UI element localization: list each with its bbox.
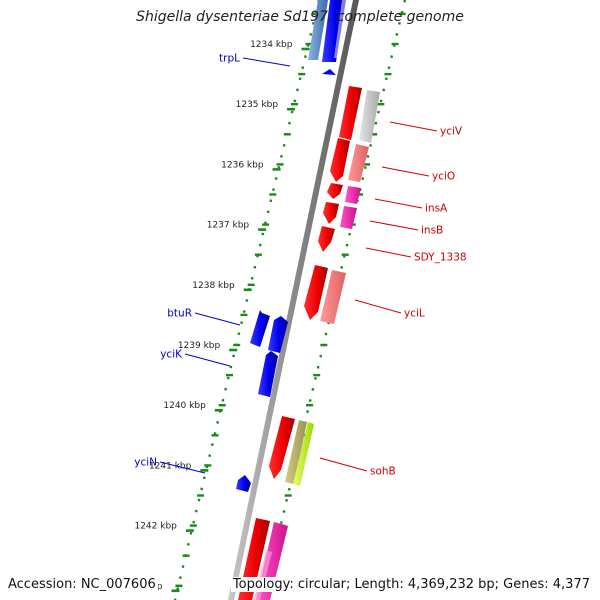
inner-tick-ring <box>173 0 321 600</box>
reverse-strand-genes <box>236 69 336 492</box>
gene-leader-line <box>374 198 423 209</box>
gene-block-btuR-a <box>250 310 270 347</box>
gene-block-trpL <box>322 69 336 75</box>
gene-leader-line <box>242 57 291 67</box>
gene-block-sohB <box>285 420 307 484</box>
gene-block-yciL-red <box>304 265 328 320</box>
gene-block-yciV-red <box>339 86 362 140</box>
gene-block-yciN <box>236 475 251 492</box>
gene-leader-line <box>369 220 419 231</box>
gene-label-ycil[interactable]: yciL <box>404 308 425 320</box>
gene-leader-line <box>159 461 206 474</box>
tick-label: 1240 kbp <box>163 401 206 411</box>
gene-label-btur[interactable]: btuR <box>167 308 192 320</box>
gene-block-insB <box>340 206 357 229</box>
accession-label: Accession: NC_007606 <box>6 577 158 592</box>
gene-leader-line <box>194 312 241 326</box>
gene-label-ycio[interactable]: yciO <box>432 171 455 183</box>
genome-backbone <box>228 0 359 600</box>
gene-leader-line <box>389 121 438 132</box>
gene-block-sohB-lime <box>293 422 314 486</box>
gene-label-yciv[interactable]: yciV <box>440 126 463 138</box>
forward-strand-genes <box>238 0 380 600</box>
genome-title: Shigella dysenteriae Sd197, complete gen… <box>136 9 464 25</box>
gene-label-trpl[interactable]: trpL <box>219 53 240 65</box>
gene-block-btuR <box>268 316 288 353</box>
gene-block-yciK <box>258 351 278 397</box>
tick-label: 1237 kbp <box>207 221 250 231</box>
gene-label-sdy_1338[interactable]: SDY_1338 <box>414 252 467 264</box>
gene-leader-line <box>381 166 430 177</box>
gene-block-yciV <box>359 90 380 143</box>
gene-label-ycik[interactable]: yciK <box>160 349 183 361</box>
gene-label-insb[interactable]: insB <box>421 225 443 237</box>
tick-label: 1239 kbp <box>178 341 221 351</box>
gene-block-yciO-red <box>330 138 350 182</box>
tick-label: 1236 kbp <box>221 160 264 170</box>
gene-block-yciO <box>348 144 369 182</box>
gene-label-ycin[interactable]: yciN <box>134 457 157 469</box>
tick-label: 1241 kbp <box>149 461 192 471</box>
gene-block-SDY_1338 <box>318 226 335 252</box>
gene-block-insA-red <box>327 183 343 199</box>
gene-leader-line <box>365 247 412 258</box>
coordinate-ticks: 1234 kbp 1235 kbp 1236 kbp 1237 kbp 1238 kbp… <box>120 40 310 593</box>
tick-label: 1242 kbp <box>134 522 177 532</box>
gene-block-sohB-red <box>269 416 295 479</box>
gene-label-sohb[interactable]: sohB <box>370 466 396 478</box>
gene-block-insB-red <box>323 202 339 224</box>
gene-block-yciL <box>320 270 346 324</box>
gene-labels: yciV yciO insA insB SDY_1338 yciL sohB trpL btuR… <box>134 53 466 478</box>
gene-label-insa[interactable]: insA <box>425 203 448 215</box>
tick-label: 1238 kbp <box>192 281 235 291</box>
gene-block-top-steel <box>308 0 328 60</box>
tick-label: 1235 kbp <box>236 100 279 110</box>
topology-label: Topology: circular; Length: 4,369,232 bp… <box>230 577 592 592</box>
gene-leader-line <box>319 457 368 472</box>
gene-leader-line <box>354 299 402 314</box>
gene-block-insA <box>345 186 361 204</box>
tick-label: 1234 kbp <box>250 40 293 50</box>
gene-leader-line <box>184 353 231 367</box>
